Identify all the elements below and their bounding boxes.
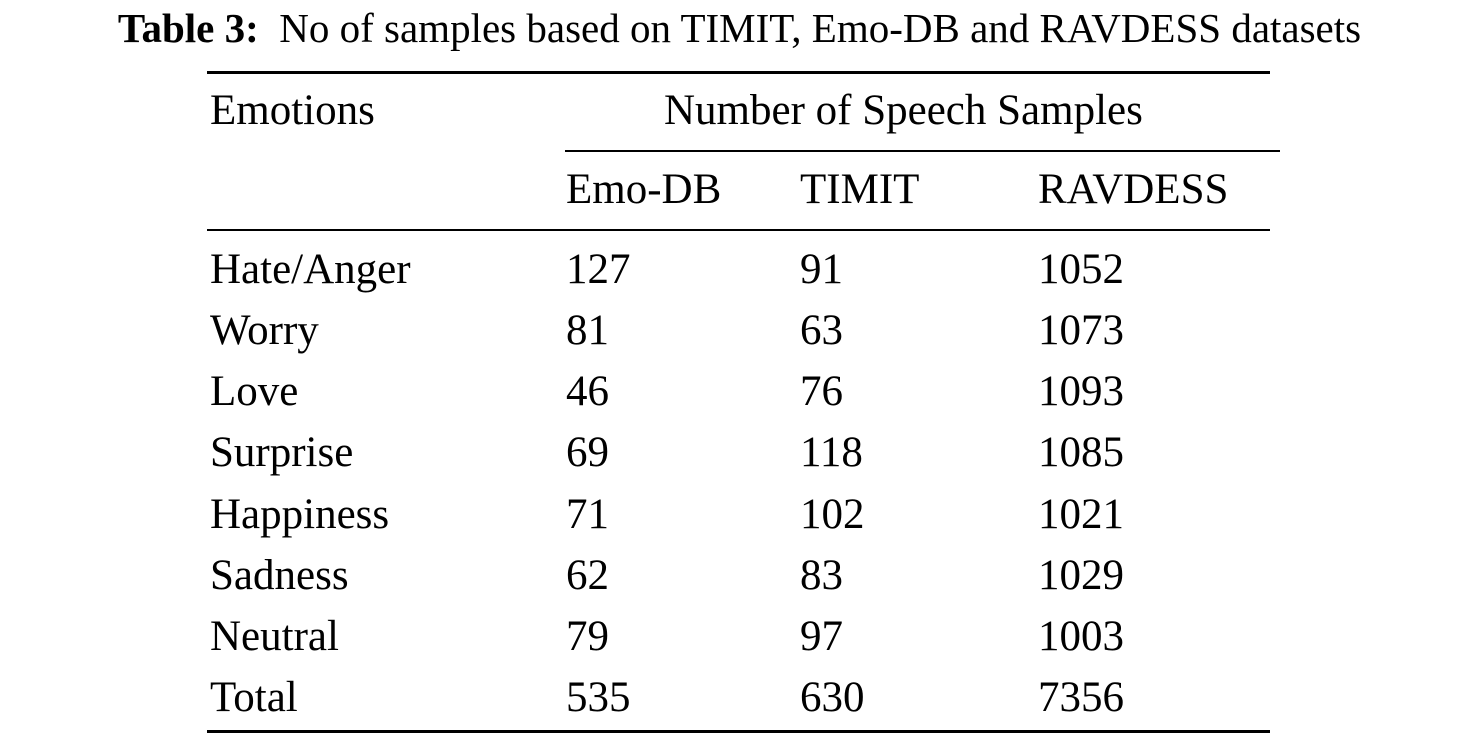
cell-happiness-emodb: 71 xyxy=(566,491,609,538)
cell-total-emodb: 535 xyxy=(566,674,631,721)
cell-worry-timit: 63 xyxy=(800,307,843,354)
row-label-sadness: Sadness xyxy=(210,552,349,599)
table-caption-label: Table 3: xyxy=(117,5,259,51)
cell-worry-emodb: 81 xyxy=(566,307,609,354)
cell-love-timit: 76 xyxy=(800,368,843,415)
cell-sadness-emodb: 62 xyxy=(566,552,609,599)
cell-hate-anger-ravdess: 1052 xyxy=(1038,246,1124,293)
cell-neutral-emodb: 79 xyxy=(566,613,609,660)
table-caption-text: No of samples based on TIMIT, Emo-DB and… xyxy=(279,5,1362,51)
cell-surprise-timit: 118 xyxy=(800,429,863,476)
row-label-surprise: Surprise xyxy=(210,429,354,476)
cell-neutral-ravdess: 1003 xyxy=(1038,613,1124,660)
cell-neutral-timit: 97 xyxy=(800,613,843,660)
table-caption: Table 3: No of samples based on TIMIT, E… xyxy=(0,0,1479,60)
cell-happiness-ravdess: 1021 xyxy=(1038,491,1124,538)
cell-surprise-ravdess: 1085 xyxy=(1038,429,1124,476)
column-header-timit: TIMIT xyxy=(800,166,920,213)
cell-love-ravdess: 1093 xyxy=(1038,368,1124,415)
cell-worry-ravdess: 1073 xyxy=(1038,307,1124,354)
column-header-emodb: Emo-DB xyxy=(566,166,722,213)
top-rule xyxy=(207,71,1270,74)
group-rule xyxy=(565,150,1280,152)
row-label-worry: Worry xyxy=(210,307,319,354)
cell-love-emodb: 46 xyxy=(566,368,609,415)
bottom-rule xyxy=(207,730,1270,733)
cell-hate-anger-timit: 91 xyxy=(800,246,843,293)
header-rule xyxy=(207,229,1270,231)
row-header: Emotions xyxy=(210,87,375,134)
cell-sadness-timit: 83 xyxy=(800,552,843,599)
cell-surprise-emodb: 69 xyxy=(566,429,609,476)
cell-total-timit: 630 xyxy=(800,674,865,721)
row-label-happiness: Happiness xyxy=(210,491,390,538)
cell-happiness-timit: 102 xyxy=(800,491,865,538)
row-label-hate-anger: Hate/Anger xyxy=(210,246,411,293)
cell-total-ravdess: 7356 xyxy=(1038,674,1124,721)
cell-sadness-ravdess: 1029 xyxy=(1038,552,1124,599)
group-header: Number of Speech Samples xyxy=(664,87,1143,134)
cell-hate-anger-emodb: 127 xyxy=(566,246,631,293)
row-label-total: Total xyxy=(210,674,298,721)
column-header-ravdess: RAVDESS xyxy=(1038,166,1229,213)
row-label-neutral: Neutral xyxy=(210,613,339,660)
row-label-love: Love xyxy=(210,368,299,415)
